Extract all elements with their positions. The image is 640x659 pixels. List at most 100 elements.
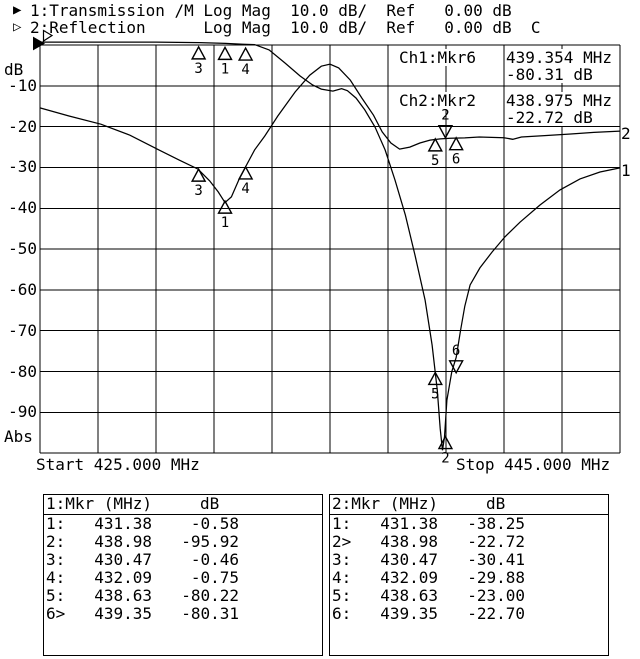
- stop-frequency-label: Stop 445.000 MHz: [456, 455, 611, 474]
- marker-table-row: 4: 432.09 -29.88: [330, 569, 608, 587]
- marker-table-ch1-rows: 1: 431.38 -0.58 2: 438.98 -95.92 3: 430.47 -0.46…: [44, 515, 322, 623]
- marker-table-row: 1: 431.38 -0.58: [44, 515, 322, 533]
- marker-freq: 432.09: [94, 568, 152, 587]
- marker-freq: 430.47: [380, 550, 438, 569]
- y-axis-label: -80: [8, 362, 37, 381]
- marker-1-3-label: 3: [194, 61, 202, 77]
- marker-freq: 432.09: [380, 568, 438, 587]
- marker-table-row: 1: 431.38 -38.25: [330, 515, 608, 533]
- ch2-readout-value: -22.72 dB: [505, 108, 594, 127]
- y-axis-label: -90: [8, 402, 37, 421]
- marker-table-ch2: 2:Mkr (MHz) dB 1: 431.38 -38.25 2> 438.98 -22.…: [329, 494, 609, 656]
- marker-freq: 439.35: [94, 604, 152, 623]
- marker-freq: 431.38: [380, 514, 438, 533]
- marker-db: -80.31: [181, 604, 239, 623]
- trace-transmission: [40, 41, 621, 451]
- y-axis-abs-label: Abs: [4, 427, 33, 446]
- marker-freq: 438.98: [380, 532, 438, 551]
- marker-number: 6>: [46, 604, 66, 623]
- marker-table-ch2-unit: dB: [486, 494, 506, 513]
- marker-db: -38.25: [467, 514, 525, 533]
- marker-2-5-up-icon: [427, 137, 443, 152]
- marker-freq: 430.47: [94, 550, 152, 569]
- marker-1-3-up-icon: [190, 45, 207, 60]
- marker-freq: 438.63: [94, 586, 152, 605]
- marker-table-ch2-title: 2:Mkr (MHz): [332, 494, 438, 513]
- marker-number: 3:: [46, 550, 66, 569]
- marker-2-2-label: 2: [441, 108, 449, 124]
- marker-2-5-label: 5: [431, 153, 439, 169]
- ch2-readout-label: Ch2:Mkr2: [398, 91, 478, 110]
- trace2-end-label: 2: [621, 124, 631, 143]
- marker-freq: 431.38: [94, 514, 152, 533]
- y-axis-label: -20: [8, 117, 37, 136]
- marker-table-ch1: 1:Mkr (MHz) dB 1: 431.38 -0.58 2: 438.98 -95.9…: [43, 494, 323, 656]
- marker-1-4-up-icon: [237, 46, 254, 61]
- marker-db: -22.72: [467, 532, 525, 551]
- ch2-active-marker-icon: ▷: [13, 19, 22, 35]
- marker-freq: 438.63: [380, 586, 438, 605]
- ch2-ref-marker-icon: [42, 29, 54, 43]
- ch1-header-text: 1:Transmission /M Log Mag 10.0 dB/ Ref 0…: [30, 1, 512, 20]
- ch1-readout-freq: 439.354 MHz: [505, 48, 613, 67]
- marker-table-row: 6> 439.35 -80.31: [44, 605, 322, 623]
- marker-table-row: 5: 438.63 -80.22: [44, 587, 322, 605]
- marker-table-row: 4: 432.09 -0.75: [44, 569, 322, 587]
- y-axis-label: -10: [8, 76, 37, 95]
- marker-1-6-down-icon: [448, 360, 464, 375]
- marker-number: 6:: [332, 604, 352, 623]
- y-axis-label: -40: [8, 198, 37, 217]
- marker-table-row: 3: 430.47 -30.41: [330, 551, 608, 569]
- marker-table-row: 6: 439.35 -22.70: [330, 605, 608, 623]
- marker-number: 5:: [332, 586, 352, 605]
- marker-db: -0.75: [190, 568, 239, 587]
- marker-db: -0.58: [190, 514, 239, 533]
- marker-1-5-label: 5: [431, 386, 439, 402]
- marker-1-1-up-icon: [217, 45, 233, 61]
- marker-number: 2>: [332, 532, 352, 551]
- marker-2-3-label: 3: [194, 183, 202, 199]
- start-frequency-label: Start 425.000 MHz: [36, 455, 200, 474]
- marker-db: -0.46: [190, 550, 239, 569]
- ch1-ref-marker-icon: [33, 36, 46, 51]
- marker-2-6-label: 6: [452, 152, 460, 168]
- marker-db: -95.92: [181, 532, 239, 551]
- marker-2-4-up-icon: [237, 165, 254, 180]
- marker-1-1-label: 1: [221, 61, 229, 77]
- marker-2-1-label: 1: [221, 215, 229, 231]
- marker-2-4-label: 4: [241, 181, 249, 197]
- marker-number: 4:: [332, 568, 352, 587]
- trace1-end-label: 1: [621, 161, 631, 180]
- marker-table-ch1-unit: dB: [200, 494, 220, 513]
- marker-table-row: 5: 438.63 -23.00: [330, 587, 608, 605]
- marker-1-6-label: 6: [452, 343, 460, 359]
- marker-db: -29.88: [467, 568, 525, 587]
- marker-number: 1:: [46, 514, 66, 533]
- ch2-readout-freq: 438.975 MHz: [505, 91, 613, 110]
- grid-lines: [39, 44, 621, 454]
- y-axis-label: -70: [8, 321, 37, 340]
- marker-table-row: 2> 438.98 -22.72: [330, 533, 608, 551]
- marker-freq: 438.98: [94, 532, 152, 551]
- marker-table-ch1-title: 1:Mkr (MHz): [46, 494, 152, 513]
- marker-number: 5:: [46, 586, 66, 605]
- marker-number: 1:: [332, 514, 352, 533]
- marker-2-3-up-icon: [190, 167, 207, 182]
- marker-db: -80.22: [181, 586, 239, 605]
- marker-1-2-label: 2: [441, 451, 449, 467]
- y-axis-label: -30: [8, 157, 37, 176]
- marker-1-4-label: 4: [241, 62, 249, 78]
- marker-2-6-up-icon: [448, 136, 464, 151]
- y-axis-label: -50: [8, 239, 37, 258]
- marker-db: -30.41: [467, 550, 525, 569]
- y-axis-label: -60: [8, 280, 37, 299]
- marker-table-row: 2: 438.98 -95.92: [44, 533, 322, 551]
- marker-table-ch1-header: 1:Mkr (MHz) dB: [44, 495, 322, 515]
- marker-1-5-up-icon: [427, 370, 443, 386]
- ch2-header-text: 2:Reflection Log Mag 10.0 dB/ Ref 0.00 d…: [30, 18, 541, 37]
- marker-number: 2:: [46, 532, 66, 551]
- marker-table-ch2-rows: 1: 431.38 -38.25 2> 438.98 -22.72 3: 430.47 -30.…: [330, 515, 608, 623]
- ch1-readout-label: Ch1:Mkr6: [398, 48, 478, 67]
